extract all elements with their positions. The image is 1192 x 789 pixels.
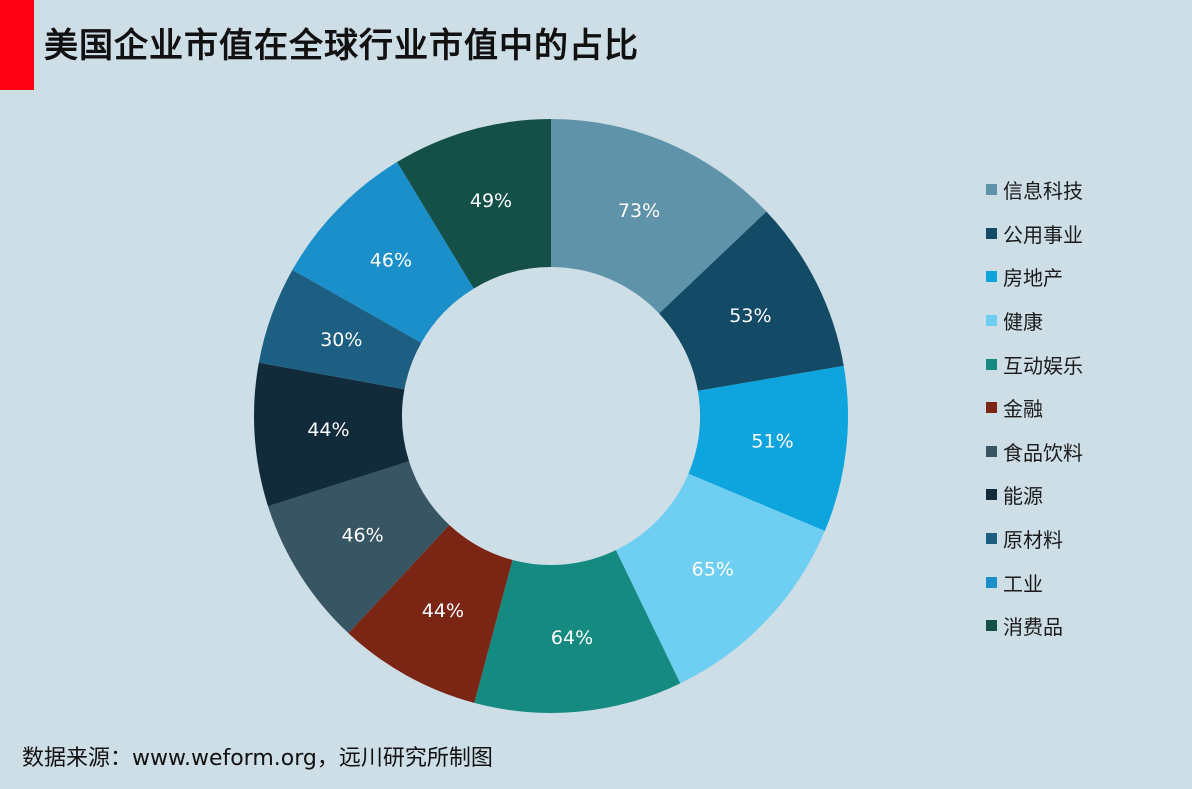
slice-label-9: 30% [320,329,362,351]
legend-label: 能源 [1003,484,1043,509]
legend-swatch [986,315,997,327]
donut-slice-3 [688,365,848,531]
slice-label-4: 65% [692,558,734,580]
donut-slice-5 [474,550,681,713]
slice-label-10: 46% [370,250,412,272]
source-note: 数据来源：www.weform.org，远川研究所制图 [22,746,493,771]
legend-label: 消费品 [1003,615,1063,640]
slice-label-7: 46% [341,524,383,546]
legend-swatch [986,184,997,196]
donut-slice-9 [258,269,422,390]
donut-slice-6 [348,524,513,703]
legend-item: 公用事业 [986,212,1083,256]
legend-swatch [986,445,997,457]
legend-label: 原材料 [1003,528,1063,553]
legend-item: 工业 [986,560,1083,604]
slice-label-8: 44% [307,419,349,441]
donut-slice-11 [397,119,551,289]
legend-swatch [986,227,997,239]
donut-slice-4 [615,473,825,684]
donut-slice-7 [268,461,450,634]
legend-swatch [986,576,997,588]
slice-label-5: 64% [551,627,593,649]
legend-label: 食品饮料 [1003,440,1083,465]
legend-label: 公用事业 [1003,222,1083,247]
legend: 信息科技公用事业房地产健康互动娱乐金融食品饮料能源原材料工业消费品 [986,168,1083,648]
legend-swatch [986,402,997,414]
legend-label: 工业 [1003,571,1043,596]
chart-title: 美国企业市值在全球行业市值中的占比 [44,26,639,66]
legend-item: 健康 [986,299,1083,343]
legend-swatch [986,271,997,283]
legend-swatch [986,489,997,501]
legend-item: 能源 [986,473,1083,517]
slice-label-1: 73% [618,200,660,222]
slice-label-6: 44% [422,600,464,622]
legend-label: 互动娱乐 [1003,353,1083,378]
slice-label-2: 53% [729,305,771,327]
legend-item: 消费品 [986,604,1083,648]
legend-label: 信息科技 [1003,179,1083,204]
legend-item: 互动娱乐 [986,342,1083,386]
legend-swatch [986,533,997,545]
legend-item: 食品饮料 [986,430,1083,474]
legend-swatch [986,358,997,370]
donut-slice-1 [551,119,767,314]
slice-label-11: 49% [470,190,512,212]
legend-swatch [986,620,997,632]
legend-item: 原材料 [986,517,1083,561]
legend-item: 房地产 [986,255,1083,299]
legend-item: 金融 [986,386,1083,430]
donut-slice-8 [254,362,410,507]
legend-label: 房地产 [1003,266,1063,291]
legend-label: 健康 [1003,310,1043,335]
donut-slice-10 [292,162,474,343]
legend-item: 信息科技 [986,168,1083,212]
accent-bar [0,0,34,90]
donut-slice-2 [659,211,844,391]
slice-label-3: 51% [751,430,793,452]
legend-label: 金融 [1003,397,1043,422]
